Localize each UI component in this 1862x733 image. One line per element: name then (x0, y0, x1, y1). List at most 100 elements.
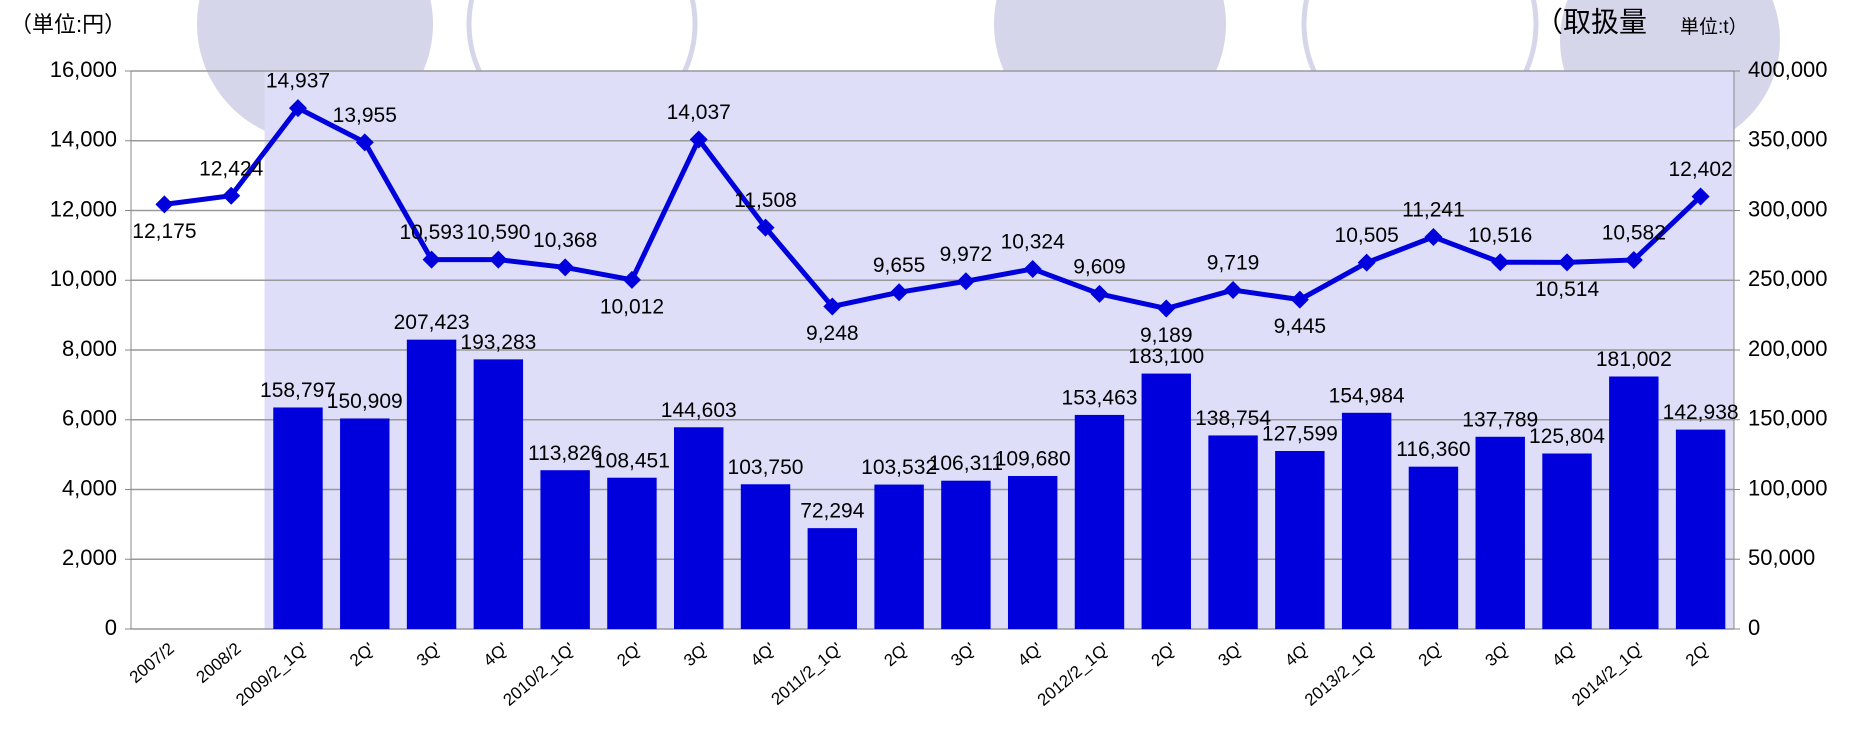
bar-value-label: 103,750 (728, 456, 804, 479)
bar-value-label: 103,532 (861, 456, 937, 479)
y2-tick-label: 300,000 (1748, 196, 1828, 221)
x-tick-label: 2008/2 (193, 639, 245, 687)
x-tick-label: 3Q' (1214, 639, 1246, 670)
bar-value-label: 207,423 (394, 311, 470, 334)
line-value-label: 12,402 (1668, 158, 1732, 181)
bar-value-label: 109,680 (995, 448, 1071, 471)
line-value-label: 14,037 (667, 101, 731, 124)
y2-tick-label: 350,000 (1748, 127, 1828, 152)
x-tick-label: 3Q' (680, 639, 712, 670)
y-tick-label: 8,000 (62, 336, 117, 361)
y2-tick-label: 150,000 (1748, 406, 1828, 431)
bar (1008, 476, 1057, 629)
line-value-label: 10,505 (1335, 224, 1399, 247)
bar-value-label: 158,797 (260, 379, 336, 402)
line-value-label: 10,368 (533, 229, 597, 252)
y-tick-label: 2,000 (62, 545, 117, 570)
y2-tick-label: 200,000 (1748, 336, 1828, 361)
bar-value-label: 113,826 (528, 442, 602, 465)
y2-tick-label: 400,000 (1748, 57, 1828, 82)
bar-value-label: 181,002 (1596, 348, 1672, 371)
line-value-label: 10,582 (1602, 221, 1666, 244)
bar-value-label: 150,909 (327, 390, 403, 413)
line-value-label: 9,972 (940, 243, 993, 266)
bar (1075, 415, 1124, 629)
line-value-label: 9,445 (1274, 315, 1327, 338)
line-value-label: 13,955 (333, 104, 397, 127)
bar (674, 427, 723, 629)
bar (540, 470, 589, 629)
line-value-label: 11,508 (734, 189, 797, 212)
x-tick-label: 2Q' (346, 639, 378, 670)
line-value-label: 9,248 (806, 322, 859, 345)
bar-value-label: 72,294 (800, 500, 865, 523)
x-tick-label: 2014/2_1Q' (1568, 639, 1647, 710)
y-tick-label: 4,000 (62, 475, 117, 500)
x-tick-label: 2Q' (1148, 639, 1180, 670)
x-tick-label: 2011/2_1Q' (768, 639, 846, 709)
bar-value-label: 193,283 (460, 331, 536, 354)
bar (407, 340, 456, 629)
y-tick-label: 16,000 (50, 57, 117, 82)
bar (941, 481, 990, 629)
bar (874, 485, 923, 629)
bar (273, 407, 322, 629)
bar (1542, 454, 1591, 629)
x-tick-label: 3Q' (947, 639, 979, 670)
line-value-label: 11,241 (1402, 199, 1465, 222)
x-tick-label: 2012/2_1Q' (1034, 639, 1113, 710)
line-value-label: 9,655 (873, 254, 926, 277)
bar-value-label: 183,100 (1128, 345, 1204, 368)
bar (340, 418, 389, 629)
bar-value-label: 125,804 (1529, 425, 1605, 448)
y2-tick-label: 0 (1748, 615, 1760, 640)
x-tick-label: 4Q' (747, 639, 779, 670)
y-tick-label: 6,000 (62, 406, 117, 431)
bar (741, 484, 790, 629)
x-tick-label: 2Q' (1682, 639, 1714, 670)
bar-value-label: 137,789 (1462, 408, 1538, 431)
y2-axis-unit: 単位:t） (1680, 16, 1748, 38)
bar (1208, 435, 1257, 629)
x-tick-label: 3Q' (413, 639, 445, 670)
line-value-label: 9,189 (1140, 324, 1193, 347)
bar (1142, 374, 1191, 629)
x-tick-label: 3Q' (1482, 639, 1514, 670)
bar (1409, 467, 1458, 629)
bar (808, 528, 857, 629)
x-tick-label: 2009/2_1Q' (232, 639, 311, 710)
line-value-label: 10,590 (466, 221, 530, 244)
line-value-label: 10,012 (600, 295, 664, 318)
bar-value-label: 108,451 (594, 449, 670, 472)
line-value-label: 10,516 (1468, 224, 1532, 247)
bar (474, 359, 523, 629)
bar-value-label: 127,599 (1262, 423, 1338, 446)
x-tick-label: 4Q' (480, 639, 512, 670)
y-tick-label: 10,000 (50, 266, 117, 291)
y-axis-label: （単位:円） (10, 12, 126, 37)
bar (1476, 437, 1525, 629)
line-value-label: 14,937 (266, 70, 330, 93)
x-tick-label: 4Q' (1548, 639, 1580, 670)
x-tick-label: 4Q' (1014, 639, 1046, 670)
bar (1676, 430, 1725, 629)
y2-axis-label: （取扱量 (1535, 6, 1647, 37)
x-tick-label: 2Q' (1415, 639, 1447, 670)
line-value-label: 12,424 (199, 157, 264, 180)
y2-tick-label: 250,000 (1748, 266, 1828, 291)
y-tick-label: 0 (105, 615, 117, 640)
bar (607, 478, 656, 629)
line-value-label: 10,514 (1535, 278, 1600, 301)
x-tick-label: 4Q' (1281, 639, 1313, 670)
x-tick-label: 2Q' (613, 639, 645, 670)
x-tick-label: 2Q' (880, 639, 912, 670)
bar-value-label: 154,984 (1329, 384, 1405, 407)
y2-tick-label: 50,000 (1748, 545, 1815, 570)
bar-value-label: 142,938 (1663, 401, 1739, 424)
x-tick-label: 2010/2_1Q' (499, 639, 578, 710)
chart: （単位:円） （取扱量 単位:t） 0 2,000 4,000 6,000 8,000 1… (0, 0, 1862, 733)
line-value-label: 9,609 (1073, 255, 1126, 278)
y-tick-label: 12,000 (50, 196, 117, 221)
line-value-label: 9,719 (1207, 252, 1260, 275)
bar-value-label: 138,754 (1195, 407, 1271, 430)
